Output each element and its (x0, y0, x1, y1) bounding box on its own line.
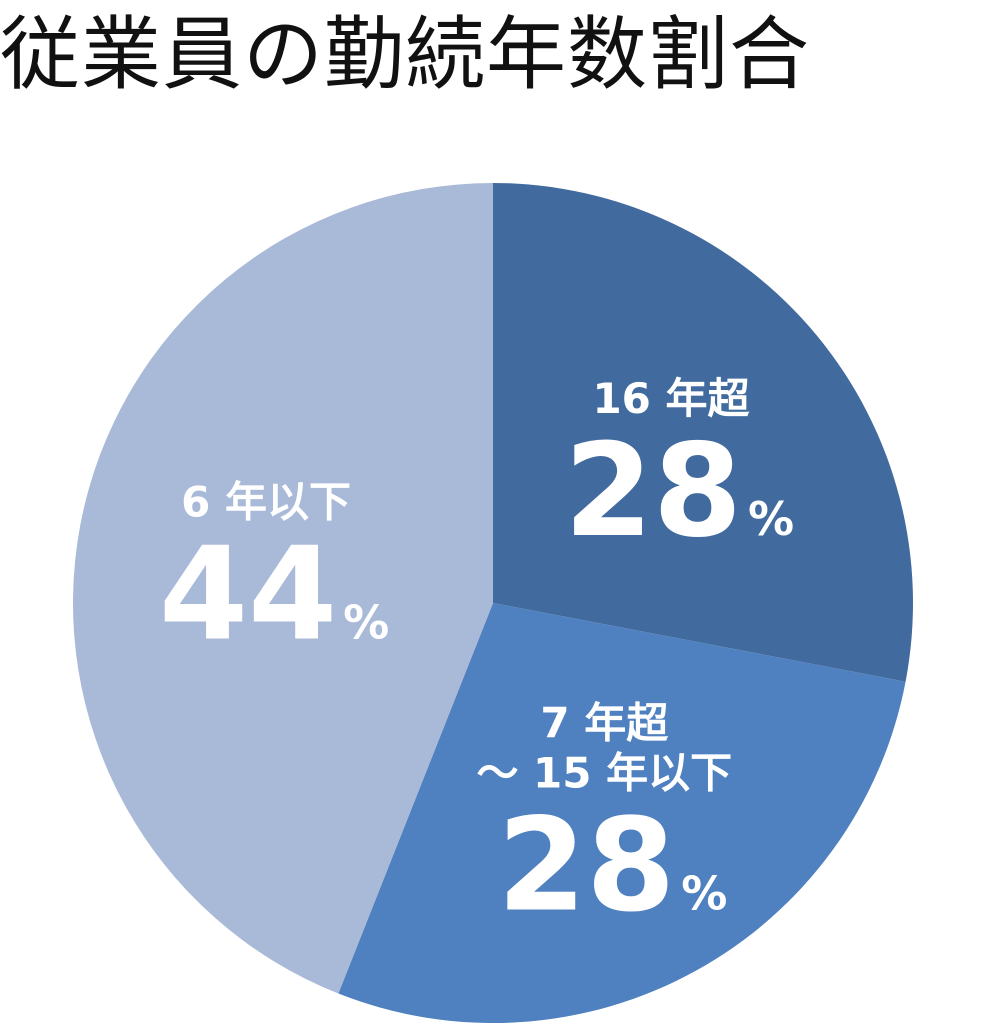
slice-value-label: 44 (159, 521, 337, 670)
slice-value-label: 28 (497, 791, 675, 940)
slice-unit-label: % (343, 596, 389, 650)
slice-unit-label: % (681, 866, 727, 920)
pie-slice-2 (338, 603, 906, 1024)
pie-slices (72, 182, 913, 1024)
pie-slice-1 (493, 183, 913, 682)
chart-title: 従業員の勤続年数割合 (0, 8, 810, 101)
slice-name-label: 〜 15 年以下 (476, 748, 732, 797)
slice-name-label: 6 年以下 (181, 478, 351, 527)
slice-name-label: 7 年超 (540, 698, 669, 747)
slice-value-label: 28 (564, 417, 742, 566)
slice-name-label: 16 年超 (592, 374, 750, 423)
pie-slice-3 (72, 182, 493, 994)
slice-unit-label: % (748, 492, 794, 546)
